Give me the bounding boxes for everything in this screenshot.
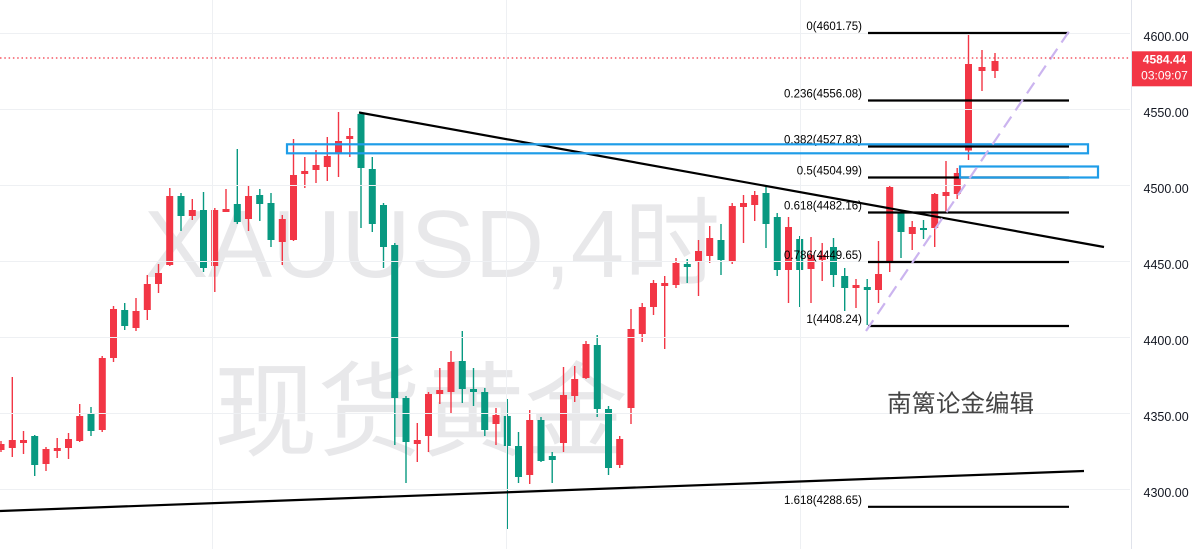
- svg-text:4500.00: 4500.00: [1144, 182, 1189, 196]
- svg-text:4300.00: 4300.00: [1144, 486, 1189, 500]
- svg-text:4400.00: 4400.00: [1144, 334, 1189, 348]
- svg-text:0.618(4482.16): 0.618(4482.16): [784, 201, 862, 213]
- svg-text:4450.00: 4450.00: [1144, 258, 1189, 272]
- svg-text:1.618(4288.65): 1.618(4288.65): [784, 495, 862, 507]
- svg-text:4584.44: 4584.44: [1143, 53, 1187, 67]
- svg-text:0.786(4449.65): 0.786(4449.65): [784, 250, 862, 262]
- svg-text:1(4408.24): 1(4408.24): [806, 314, 862, 326]
- svg-text:4350.00: 4350.00: [1144, 410, 1189, 424]
- svg-text:0.236(4556.08): 0.236(4556.08): [784, 89, 862, 101]
- svg-text:4600.00: 4600.00: [1144, 30, 1189, 44]
- svg-text:03:09:07: 03:09:07: [1141, 69, 1188, 83]
- svg-text:4550.00: 4550.00: [1144, 106, 1189, 120]
- svg-text:0(4601.75): 0(4601.75): [806, 21, 862, 33]
- svg-text:0.5(4504.99): 0.5(4504.99): [797, 166, 862, 178]
